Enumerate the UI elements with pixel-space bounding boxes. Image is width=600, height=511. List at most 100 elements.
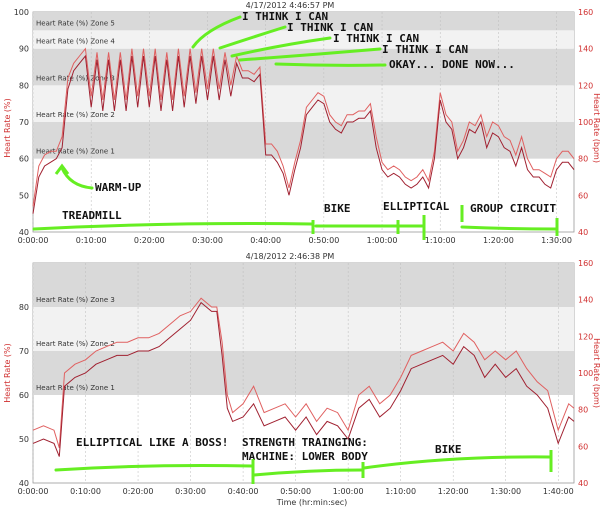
x-tick-label: 0:40:00 [228,487,259,496]
right-tick-label: 140 [578,45,593,54]
y-tick-label: 50 [19,191,29,200]
right-tick-label: 100 [578,369,593,378]
zone-label: Heart Rate (%) Zone 3 [36,296,115,304]
chart-2-left-axis-label: Heart Rate (%) [3,343,12,403]
zone-label: Heart Rate (%) Zone 3 [36,74,115,82]
chart-1-left-axis-label: Heart Rate (%) [3,98,12,158]
annotation-text: BIKE [435,443,462,456]
heart-rate-line [32,297,575,448]
annotation-marker [238,47,382,62]
right-tick-label: 160 [578,259,593,268]
annotation-text: I THINK I CAN [382,43,468,56]
x-tick-label: 1:00:00 [333,487,364,496]
y-tick-label: 80 [19,81,29,90]
annotation-marker [460,225,558,231]
right-tick-label: 60 [578,191,588,200]
right-tick-label: 80 [578,155,588,164]
y-tick-label: 70 [19,347,29,356]
right-tick-label: 60 [578,442,588,451]
y-tick-label: 40 [19,228,29,237]
x-tick-label: 1:30:00 [541,236,572,245]
zone-band [33,263,574,307]
annotation-marker [32,222,314,231]
annotation-text: I THINK I CAN [333,32,419,45]
y-tick-label: 40 [19,479,29,488]
x-tick-label: 1:40:00 [543,487,574,496]
zone-band [33,12,574,31]
x-tick-label: 0:00:00 [18,487,49,496]
chart-2-right-axis-label: Heart Rate (bpm) [592,338,600,408]
chart-2-title: 4/18/2012 2:46:38 PM [246,252,335,261]
x-tick-label: 1:30:00 [490,487,521,496]
x-tick-label: 0:30:00 [175,487,206,496]
annotation-text: MACHINE: LOWER BODY [242,450,368,463]
x-tick-label: 0:10:00 [70,487,101,496]
zone-label: Heart Rate (%) Zone 1 [36,384,115,392]
heart-rate-line [32,301,575,457]
right-tick-label: 40 [578,228,588,237]
x-tick-label: 0:10:00 [76,236,107,245]
zone-label: Heart Rate (%) Zone 2 [36,111,115,119]
annotation-text: OKAY... DONE NOW... [389,58,515,71]
y-tick-label: 70 [19,118,29,127]
zone-band [33,30,574,49]
right-tick-label: 140 [578,296,593,305]
chart-1-title: 4/17/2012 4:46:57 PM [246,1,335,10]
y-tick-label: 90 [19,45,29,54]
annotation-marker [362,455,552,470]
arrow-head [54,163,70,175]
annotation-text: WARM-UP [95,181,142,194]
x-tick-label: 1:20:00 [438,487,469,496]
zone-label: Heart Rate (%) Zone 5 [36,19,115,27]
annotation-text: ELLIPTICAL [383,200,450,213]
annotation-text: BIKE [324,202,351,215]
x-tick-label: 0:50:00 [280,487,311,496]
y-tick-label: 100 [14,8,29,17]
x-tick-label: 0:50:00 [308,236,339,245]
x-tick-label: 1:10:00 [385,487,416,496]
x-tick-label: 0:00:00 [18,236,49,245]
zone-label: Heart Rate (%) Zone 4 [36,38,115,46]
y-tick-label: 60 [19,391,29,400]
right-tick-label: 160 [578,8,593,17]
chart-2: 4/18/2012 2:46:38 PM Heart Rate (%) Zone… [3,252,600,507]
x-tick-label: 1:20:00 [483,236,514,245]
annotation-marker [191,15,242,49]
y-tick-label: 80 [19,303,29,312]
y-tick-label: 60 [19,155,29,164]
chart-2-x-axis-label: Time (hr:min:sec) [276,498,348,507]
right-tick-label: 120 [578,81,593,90]
annotation-marker [60,166,94,190]
zone-band [33,122,574,159]
x-tick-label: 1:00:00 [367,236,398,245]
x-tick-label: 0:40:00 [250,236,281,245]
zone-label: Heart Rate (%) Zone 1 [36,148,115,156]
annotation-marker [54,464,254,472]
chart-1-right-axis-label: Heart Rate (bpm) [592,93,600,163]
heart-rate-line [32,54,575,214]
zone-label: Heart Rate (%) Zone 2 [36,340,115,348]
annotation-marker [252,468,364,477]
annotation-text: I THINK I CAN [242,10,328,23]
annotation-marker [230,36,332,58]
y-tick-label: 50 [19,435,29,444]
annotation-text: I THINK I CAN [287,21,373,34]
annotation-text: ELLIPTICAL LIKE A BOSS! [76,436,228,449]
zone-band [33,85,574,122]
right-tick-label: 40 [578,479,588,488]
annotation-text: STRENGTH TRAINGING: [242,436,368,449]
x-tick-label: 1:10:00 [425,236,456,245]
right-tick-label: 120 [578,332,593,341]
x-tick-label: 0:30:00 [192,236,223,245]
annotation-marker [218,25,287,50]
x-tick-label: 0:20:00 [134,236,165,245]
annotation-text: TREADMILL [62,209,122,222]
right-tick-label: 80 [578,406,588,415]
right-tick-label: 100 [578,118,593,127]
heart-rate-line [32,47,575,207]
annotation-text: GROUP CIRCUIT [470,202,556,215]
x-tick-label: 0:20:00 [123,487,154,496]
annotation-marker [274,62,387,67]
